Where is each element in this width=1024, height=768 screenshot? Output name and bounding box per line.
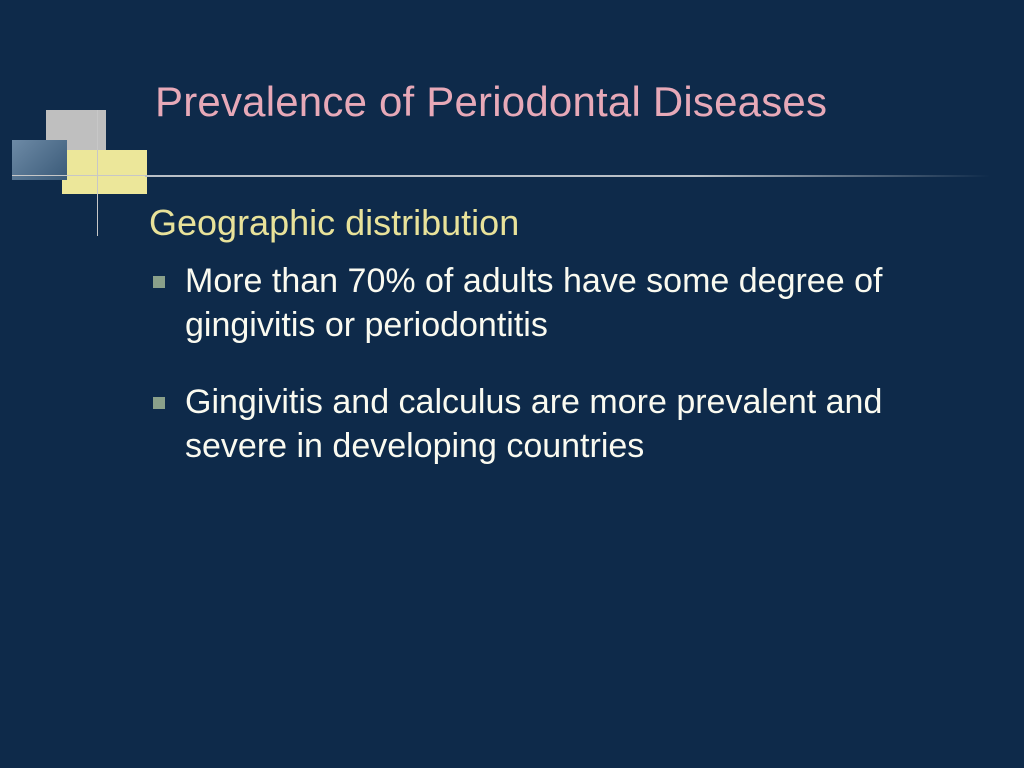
title-underline (145, 175, 990, 177)
slide-subheading: Geographic distribution (149, 202, 519, 244)
decor-square-grey (46, 110, 106, 168)
decor-square-blue (12, 140, 67, 180)
decor-square-yellow (62, 150, 147, 194)
decor-vertical-line (97, 110, 98, 236)
bullet-list: More than 70% of adults have some degree… (150, 260, 910, 502)
corner-decoration (12, 110, 142, 220)
slide-title: Prevalence of Periodontal Diseases (155, 78, 827, 126)
bullet-item: Gingivitis and calculus are more prevale… (150, 381, 910, 468)
bullet-item: More than 70% of adults have some degree… (150, 260, 910, 347)
